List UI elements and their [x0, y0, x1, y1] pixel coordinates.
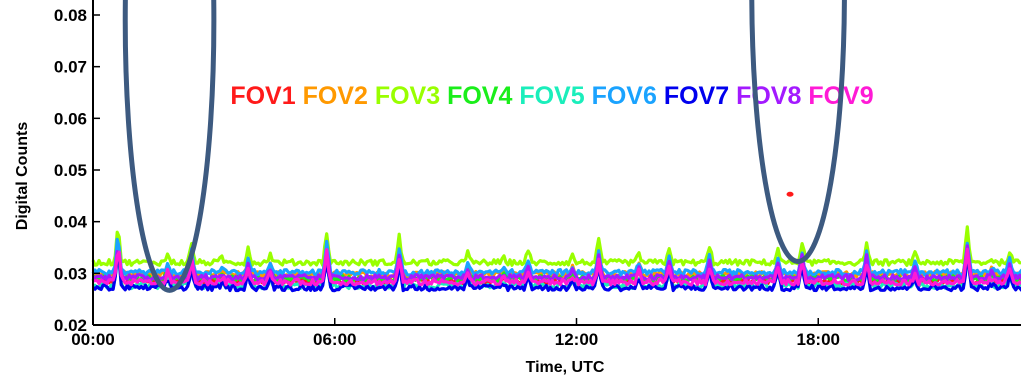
x-tick-label: 00:00 — [71, 330, 114, 349]
series-layer — [91, 191, 1021, 293]
y-axis-title: Digital Counts — [14, 122, 31, 231]
y-tick-label: 0.07 — [54, 58, 87, 77]
axes: 0.02 0.03 0.04 0.05 0.06 0.07 0.08 00:00 06:00 12… — [54, 0, 1021, 349]
y-tick-label: 0.03 — [54, 264, 87, 283]
legend-entry-fov5: FOV5 — [512, 82, 584, 110]
series-line-fov9 — [92, 247, 1021, 287]
y-tick-label: 0.05 — [54, 161, 87, 180]
series-line-fov7 — [91, 248, 1021, 293]
legend-entry-fov1: FOV1 — [230, 82, 295, 110]
legend-entry-fov8: FOV8 — [729, 82, 801, 110]
legend-text: FOV1 FOV2 FOV3 FOV4 FOV5 FOV6 FOV7 FOV8 … — [230, 82, 873, 110]
highlight-ellipse-1 — [122, 0, 217, 293]
x-tick-label: 18:00 — [797, 330, 840, 349]
legend-entry-fov3: FOV3 — [368, 82, 440, 110]
legend-entry-fov7: FOV7 — [657, 82, 729, 110]
highlight-ellipse-2 — [749, 0, 847, 264]
legend-entry-fov6: FOV6 — [585, 82, 657, 110]
series-line-fov8 — [92, 244, 1021, 282]
y-tick-label: 0.04 — [54, 213, 88, 232]
legend: FOV1 FOV2 FOV3 FOV4 FOV5 FOV6 FOV7 FOV8 … — [230, 82, 873, 110]
y-tick-label: 0.08 — [54, 6, 87, 25]
outlier-point — [786, 191, 794, 197]
legend-entry-fov9: FOV9 — [801, 82, 873, 110]
highlight-layer — [122, 0, 847, 293]
legend-entry-fov2: FOV2 — [296, 82, 368, 110]
x-tick-label: 12:00 — [555, 330, 598, 349]
series-line-fov3 — [91, 225, 1021, 267]
x-tick-label: 06:00 — [313, 330, 356, 349]
x-axis-title: Time, UTC — [526, 359, 605, 376]
y-tick-label: 0.02 — [54, 316, 87, 335]
legend-entry-fov4: FOV4 — [440, 82, 512, 110]
y-tick-label: 0.06 — [54, 109, 87, 128]
